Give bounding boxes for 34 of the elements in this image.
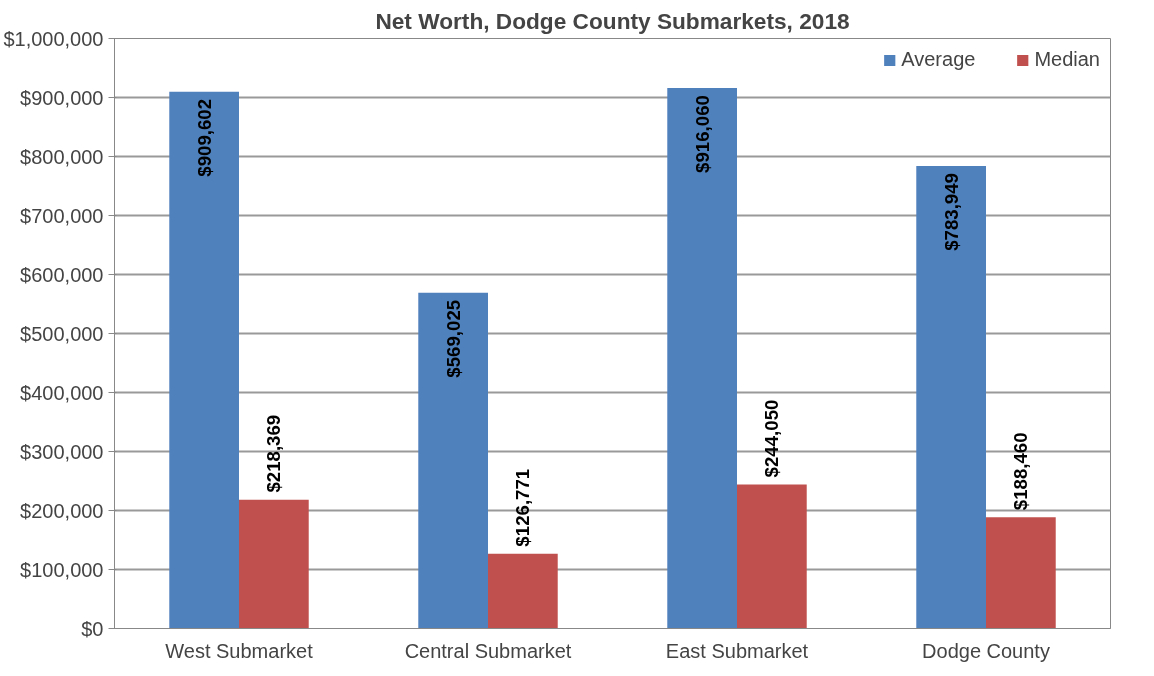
chart-title: Net Worth, Dodge County Submarkets, 2018 — [375, 7, 850, 34]
bar — [418, 292, 488, 629]
data-label: $126,771 — [512, 468, 534, 547]
y-tick-label: $500,000 — [20, 322, 104, 345]
y-tick-label: $600,000 — [20, 263, 104, 286]
data-label: $188,460 — [1010, 432, 1032, 511]
data-label: $569,025 — [442, 299, 464, 378]
x-tick-label: West Submarket — [165, 639, 314, 662]
data-label: $909,602 — [193, 98, 215, 177]
y-tick-label: $300,000 — [20, 440, 104, 463]
bar — [667, 88, 737, 629]
data-label: $783,949 — [940, 173, 962, 251]
bar — [986, 517, 1056, 629]
bar — [916, 165, 986, 629]
bar — [239, 499, 309, 629]
y-tick-label: $700,000 — [20, 204, 104, 227]
bar — [737, 484, 807, 629]
y-tick-label: $100,000 — [20, 558, 104, 581]
x-tick-label: Dodge County — [922, 639, 1050, 662]
legend-label: Average — [901, 48, 976, 71]
data-label: $218,369 — [263, 414, 285, 493]
y-tick-label: $1,000,000 — [3, 27, 104, 50]
x-tick-label: Central Submarket — [404, 639, 572, 662]
bar — [488, 553, 558, 629]
y-tick-label: $0 — [81, 617, 104, 640]
legend-label: Median — [1034, 48, 1100, 71]
y-tick-label: $200,000 — [20, 499, 104, 522]
y-tick-label: $900,000 — [20, 86, 104, 109]
bar — [169, 91, 239, 629]
x-tick-label: East Submarket — [665, 639, 809, 662]
data-label: $916,060 — [691, 95, 713, 173]
data-label: $244,050 — [761, 399, 783, 478]
y-tick-label: $400,000 — [20, 381, 104, 404]
y-tick-label: $800,000 — [20, 145, 104, 168]
